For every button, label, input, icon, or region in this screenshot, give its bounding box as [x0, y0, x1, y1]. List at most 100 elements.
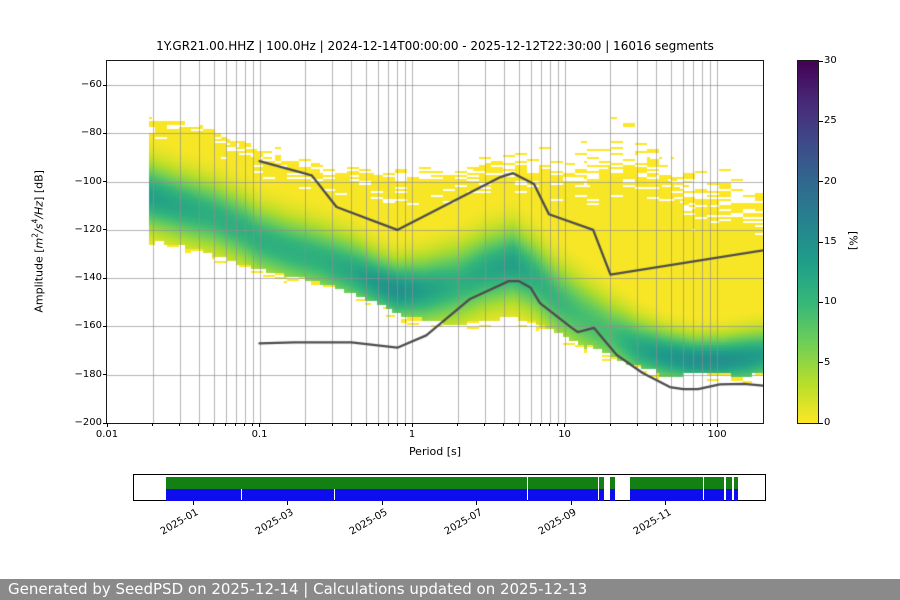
x-minor-tick	[331, 423, 333, 426]
plot-frame	[106, 60, 764, 424]
colorbar-tick	[819, 362, 823, 364]
x-minor-tick	[225, 423, 227, 426]
colorbar-tick-label: 30	[824, 55, 837, 66]
availability-date-tick	[665, 501, 666, 505]
x-major-tick	[716, 423, 718, 427]
y-tick-label: −200	[74, 417, 102, 428]
availability-segment	[527, 488, 598, 501]
x-minor-tick	[213, 423, 215, 426]
x-minor-tick	[365, 423, 367, 426]
x-minor-tick	[252, 423, 254, 426]
y-major-tick	[103, 229, 107, 231]
colorbar-tick	[819, 301, 823, 303]
colorbar-tick-label: 5	[824, 356, 831, 368]
y-major-tick	[103, 84, 107, 86]
y-tick-label: −100	[74, 175, 102, 187]
availability-row-waveform-coverage-blue	[134, 488, 765, 501]
availability-segment	[610, 476, 615, 489]
x-tick-label: 10	[558, 429, 571, 440]
colorbar-tick-label: 10	[824, 296, 837, 308]
x-minor-tick	[304, 423, 306, 426]
x-minor-tick	[179, 423, 181, 426]
x-minor-tick	[404, 423, 406, 426]
x-minor-tick	[636, 423, 638, 426]
x-minor-tick	[609, 423, 611, 426]
colorbar-tick	[819, 422, 823, 424]
availability-segment	[527, 476, 598, 489]
availability-segment	[630, 476, 703, 489]
colorbar-tick-label: 0	[824, 417, 831, 428]
colorbar-frame	[797, 60, 819, 424]
x-major-tick	[564, 423, 566, 427]
plot-title: 1Y.GR21.00.HHZ | 100.0Hz | 2024-12-14T00…	[156, 39, 714, 53]
footer-bar: Generated by SeedPSD on 2025-12-14 | Cal…	[0, 579, 900, 600]
x-minor-tick	[709, 423, 711, 426]
x-minor-tick	[377, 423, 379, 426]
y-tick-label: −120	[74, 223, 102, 235]
x-minor-tick	[387, 423, 389, 426]
x-minor-tick	[682, 423, 684, 426]
y-major-tick	[103, 132, 107, 134]
colorbar-tick-label: 15	[824, 236, 837, 247]
availability-date-label: 2025-11	[631, 507, 673, 538]
availability-segment	[734, 476, 738, 489]
y-tick-label: −140	[74, 272, 102, 284]
y-tick-label: −160	[74, 320, 102, 332]
ppsd-heatmap-canvas	[107, 61, 763, 423]
colorbar-tick	[819, 60, 823, 62]
availability-segment	[726, 488, 732, 501]
availability-date-tick	[570, 501, 572, 505]
x-minor-tick	[350, 423, 352, 426]
y-axis-label: Amplitude [m2/s4/Hz] [dB]	[30, 170, 46, 313]
availability-date-label: 2025-01	[158, 507, 201, 538]
availability-segment	[704, 488, 724, 501]
x-tick-label: 0.1	[251, 429, 268, 440]
colorbar-tick-label: 20	[824, 175, 837, 187]
x-minor-tick	[692, 423, 694, 426]
x-minor-tick	[457, 423, 459, 426]
x-tick-label: 100	[707, 429, 727, 440]
availability-segment	[599, 476, 604, 489]
x-minor-tick	[152, 423, 154, 426]
availability-segment	[599, 488, 604, 501]
x-minor-tick	[518, 423, 520, 426]
y-major-tick	[103, 422, 107, 424]
x-minor-tick	[530, 423, 532, 426]
availability-timeline-box	[133, 474, 766, 501]
x-minor-tick	[540, 423, 542, 426]
y-major-tick	[103, 277, 107, 279]
x-major-tick	[106, 423, 108, 427]
x-minor-tick	[198, 423, 200, 426]
availability-segment	[166, 476, 527, 489]
availability-segment	[726, 476, 732, 489]
x-minor-tick	[670, 423, 672, 426]
x-minor-tick	[701, 423, 703, 426]
x-minor-tick	[235, 423, 237, 426]
availability-segment	[704, 476, 724, 489]
availability-date-label: 2025-03	[253, 507, 295, 538]
y-axis-label-text: Amplitude [	[32, 248, 46, 313]
availability-date-tick	[381, 501, 383, 505]
availability-date-tick	[192, 501, 194, 505]
availability-segment	[241, 488, 334, 501]
x-major-tick	[259, 423, 261, 427]
y-tick-label: −180	[74, 368, 102, 380]
colorbar-tick-label: 25	[824, 115, 837, 127]
x-minor-tick	[396, 423, 398, 426]
availability-segment	[630, 488, 703, 501]
x-minor-tick	[484, 423, 486, 426]
x-major-tick	[411, 423, 413, 427]
availability-date-tick	[287, 501, 288, 505]
colorbar-tick	[819, 120, 823, 122]
x-minor-tick	[503, 423, 505, 426]
availability-date-tick	[476, 501, 477, 505]
availability-date-label: 2025-07	[442, 507, 484, 538]
availability-segment	[610, 488, 615, 501]
availability-segment	[734, 488, 738, 501]
colorbar-tick	[819, 241, 823, 243]
availability-date-label: 2025-05	[347, 507, 390, 538]
y-major-tick	[103, 181, 107, 183]
y-tick-label: −80	[80, 127, 102, 139]
availability-segment	[166, 488, 241, 501]
